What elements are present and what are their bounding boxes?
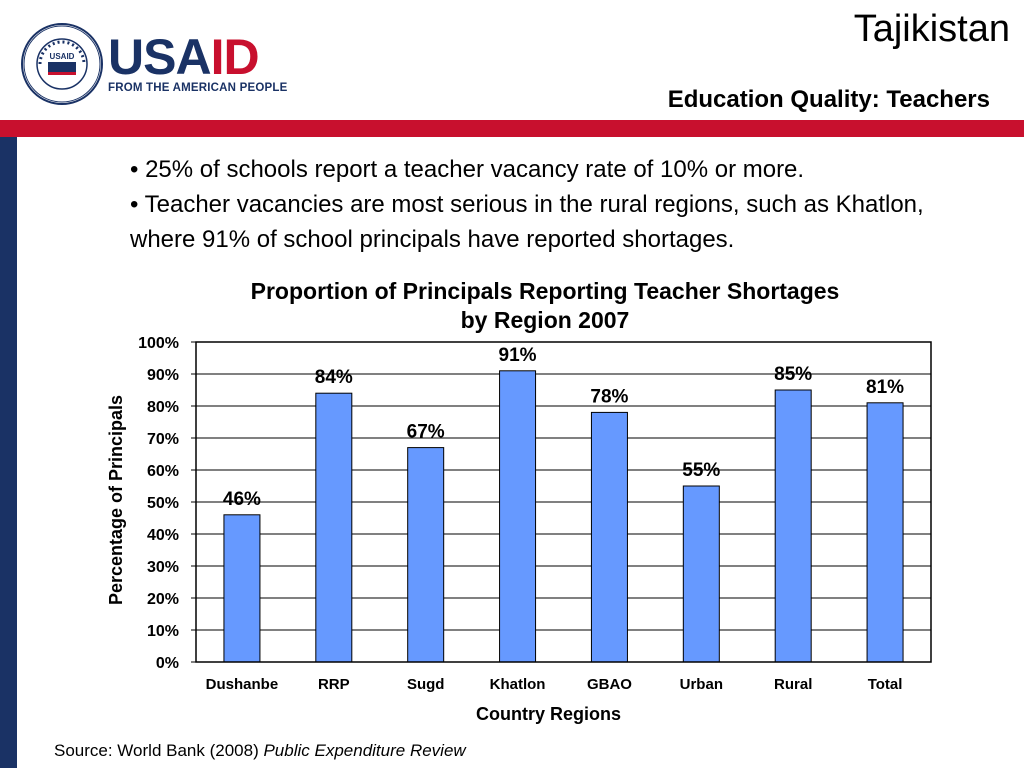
- y-tick-label: 20%: [147, 591, 179, 608]
- bar-urban: [682, 485, 720, 663]
- bullet-list: • 25% of schools report a teacher vacanc…: [130, 152, 990, 257]
- y-tick-label: 40%: [147, 527, 179, 544]
- x-tick-label: Khatlon: [490, 676, 546, 693]
- x-tick-label: Total: [868, 676, 903, 693]
- y-tick-label: 70%: [147, 431, 179, 448]
- chart-title: Proportion of Principals Reporting Teach…: [180, 277, 910, 335]
- data-label: 84%: [315, 367, 353, 388]
- bullet-item: • 25% of schools report a teacher vacanc…: [130, 156, 805, 183]
- data-label: 67%: [407, 422, 445, 443]
- x-tick-label: Sugd: [407, 676, 445, 693]
- source-citation: Source: World Bank (2008) Public Expendi…: [54, 741, 466, 761]
- chart-title-line1: Proportion of Principals Reporting Teach…: [250, 278, 840, 304]
- logo-usa-text: USA: [108, 29, 212, 85]
- x-axis-title: Country Regions: [476, 704, 621, 724]
- plot-frame: [195, 341, 932, 663]
- bar-gbao: [590, 411, 628, 663]
- y-tick-label: 30%: [147, 559, 179, 576]
- header-red-band: [0, 120, 1024, 137]
- slide-title: Education Quality: Teachers: [667, 86, 990, 113]
- logo-id-text: ID: [210, 29, 260, 85]
- bullet-item: • Teacher vacancies are most serious in …: [130, 191, 924, 253]
- x-tick-label: Dushanbe: [206, 676, 279, 693]
- y-tick-label: 100%: [138, 335, 179, 352]
- y-axis-title: Percentage of Principals: [106, 395, 126, 605]
- x-tick-label: GBAO: [587, 676, 632, 693]
- x-tick-label: RRP: [318, 676, 350, 693]
- x-tick-label: Urban: [680, 676, 723, 693]
- bar-khatlon: [499, 370, 537, 663]
- data-label: 81%: [866, 377, 904, 398]
- data-label: 78%: [590, 386, 628, 407]
- bar-rural: [774, 389, 812, 663]
- y-tick-label: 80%: [147, 399, 179, 416]
- data-label: 85%: [774, 364, 812, 385]
- usaid-seal-icon: USAID: [21, 23, 103, 105]
- seal-center-text: USAID: [50, 52, 75, 61]
- bar-sugd: [407, 447, 445, 663]
- data-label: 91%: [499, 345, 537, 366]
- bar-total: [866, 402, 904, 663]
- x-tick-label: Rural: [774, 676, 812, 693]
- left-navy-bar: [0, 137, 17, 768]
- usaid-logo: USAID FROM THE AMERICAN PEOPLE: [108, 30, 287, 94]
- y-tick-label: 90%: [147, 367, 179, 384]
- y-tick-label: 50%: [147, 495, 179, 512]
- y-tick-label: 60%: [147, 463, 179, 480]
- chart-title-line2: by Region 2007: [460, 307, 630, 333]
- y-tick-label: 0%: [156, 655, 179, 672]
- y-tick-label: 10%: [147, 623, 179, 640]
- bar-rrp: [315, 392, 353, 663]
- source-prefix: Source: World Bank (2008): [54, 741, 264, 760]
- data-label: 55%: [682, 460, 720, 481]
- data-label: 46%: [223, 489, 261, 510]
- source-title: Public Expenditure Review: [263, 741, 466, 760]
- bar-dushanbe: [223, 514, 261, 663]
- country-title: Tajikistan: [853, 8, 1010, 50]
- logo-tagline: FROM THE AMERICAN PEOPLE: [108, 82, 288, 94]
